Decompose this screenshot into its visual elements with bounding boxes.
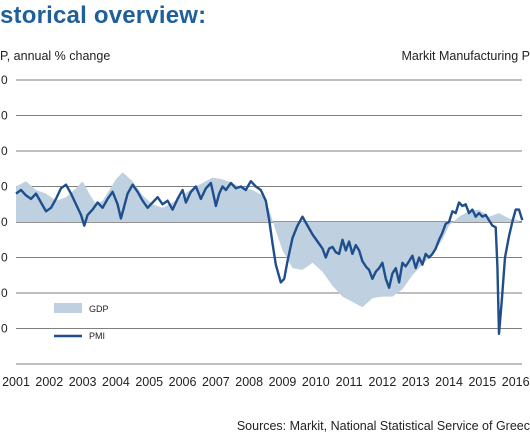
left-axis-label: P, annual % change [0, 49, 111, 63]
legend-gdp-label: GDP [89, 304, 109, 314]
x-tick-label: 2007 [202, 375, 230, 389]
legend-gdp-swatch [54, 303, 82, 313]
y-tick-label: 0 [1, 251, 8, 265]
y-tick-label: 0 [1, 322, 8, 336]
chart-title: storical overview: [0, 2, 207, 29]
x-tick-label: 2004 [102, 375, 130, 389]
x-tick-label: 2008 [235, 375, 263, 389]
y-tick-label: 0 [1, 286, 8, 300]
gdp-area [16, 172, 519, 308]
y-tick-label: 0 [1, 109, 8, 123]
pmi-line [15, 179, 524, 335]
x-tick-label: 2014 [435, 375, 463, 389]
x-tick-label: 2015 [468, 375, 496, 389]
x-tick-label: 2002 [35, 375, 63, 389]
gdp-area-layer [16, 172, 519, 308]
x-tick-labels: 2001 2002 2003 2004 2005 2006 2007 2008 2009 2010… [2, 375, 530, 389]
right-axis-label: Markit Manufacturing P [401, 49, 530, 63]
x-tick-label: 2009 [269, 375, 297, 389]
pmi-line-layer [15, 179, 524, 335]
y-tick-labels: 0 0 0 0 0 0 0 0 [1, 73, 8, 336]
x-tick-label: 2003 [69, 375, 97, 389]
x-tick-label: 2016 [502, 375, 530, 389]
y-tick-label: 0 [1, 215, 8, 229]
y-tick-label: 0 [1, 144, 8, 158]
legend: GDP PMI [54, 303, 109, 341]
x-tick-label: 2006 [169, 375, 197, 389]
x-tick-label: 2013 [402, 375, 430, 389]
sources-note: Sources: Markit, National Statistical Se… [236, 419, 530, 433]
x-tick-label: 2005 [135, 375, 163, 389]
legend-pmi-label: PMI [89, 331, 105, 341]
y-tick-label: 0 [1, 180, 8, 194]
x-tick-label: 2011 [336, 375, 363, 389]
x-tick-label: 2010 [302, 375, 330, 389]
x-tick-label: 2001 [2, 375, 30, 389]
y-tick-label: 0 [1, 73, 8, 87]
x-tick-label: 2012 [369, 375, 397, 389]
